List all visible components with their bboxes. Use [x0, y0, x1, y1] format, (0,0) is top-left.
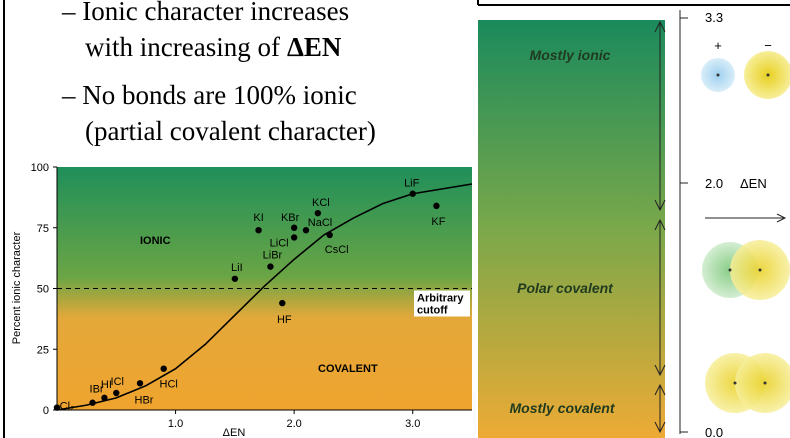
y-tick-label: 100 — [31, 162, 49, 174]
charge: − — [764, 38, 772, 53]
point — [291, 234, 297, 240]
y-tick-label: 75 — [37, 223, 49, 235]
point-label: KCl — [312, 197, 330, 209]
y-tick-label: 0 — [43, 405, 49, 417]
scale-title: ΔEN — [740, 176, 767, 191]
y-tick-label: 50 — [37, 284, 49, 296]
x-axis-label: ΔEN — [223, 427, 246, 438]
bullet: (partial covalent character) — [85, 116, 376, 146]
cutoff-label: Arbitrary — [417, 293, 464, 305]
point-label: LiF — [404, 178, 420, 190]
region-label: IONIC — [140, 235, 171, 247]
point-label: ICl — [111, 376, 124, 388]
cutoff-label: cutoff — [417, 305, 448, 317]
x-tick-label: 2.0 — [286, 418, 301, 430]
point — [291, 225, 297, 231]
zone-label: Polar covalent — [517, 280, 614, 296]
zone-label: Mostly covalent — [509, 400, 615, 416]
point-label: HBr — [135, 394, 154, 406]
point — [89, 400, 95, 406]
point-label: KBr — [281, 212, 300, 224]
y-tick-label: 25 — [37, 344, 49, 356]
diagram: Mostly ionic Polar covalent Mostly coval… — [478, 10, 790, 438]
point-label: LiCl — [270, 237, 289, 249]
point — [279, 300, 285, 306]
y-axis-label: Percent ionic character — [11, 231, 23, 344]
point — [113, 390, 119, 396]
point — [161, 365, 167, 371]
point-label: Cl₂ — [60, 401, 75, 413]
scale-label: 3.3 — [705, 10, 723, 25]
region-label: COVALENT — [318, 363, 378, 375]
bullet-text: with increasing of — [85, 32, 280, 62]
point-label: KF — [431, 216, 445, 228]
point — [433, 203, 439, 209]
x-tick-label: 1.0 — [168, 418, 183, 430]
x-tick-label: 3.0 — [405, 418, 420, 430]
point — [137, 380, 143, 386]
point — [410, 191, 416, 197]
point — [267, 263, 273, 269]
scale-label: 2.0 — [705, 176, 723, 191]
chart: Percent ionic character ΔEN 0 25 50 75 100 1.… — [11, 162, 472, 438]
point-label: LiBr — [263, 250, 283, 262]
point — [232, 276, 238, 282]
bullet: – No bonds are 100% ionic — [61, 80, 357, 110]
point-label: HF — [277, 314, 292, 326]
point — [101, 395, 107, 401]
zone-label: Mostly ionic — [530, 47, 611, 63]
point — [255, 227, 261, 233]
polarity-bar — [478, 20, 665, 438]
charge: + — [714, 38, 722, 53]
point — [327, 232, 333, 238]
scale-label: 0.0 — [705, 425, 723, 438]
point-label: LiI — [231, 262, 243, 274]
point-label: HCl — [160, 379, 178, 391]
point — [315, 210, 321, 216]
point-label: CsCl — [325, 244, 349, 256]
point-label: KI — [253, 212, 263, 224]
bullet-bold: ΔEN — [287, 32, 342, 62]
point-label: NaCl — [308, 217, 332, 229]
slide: – Ionic character increases with increas… — [0, 0, 790, 438]
bullet: – Ionic character increases — [61, 0, 349, 26]
